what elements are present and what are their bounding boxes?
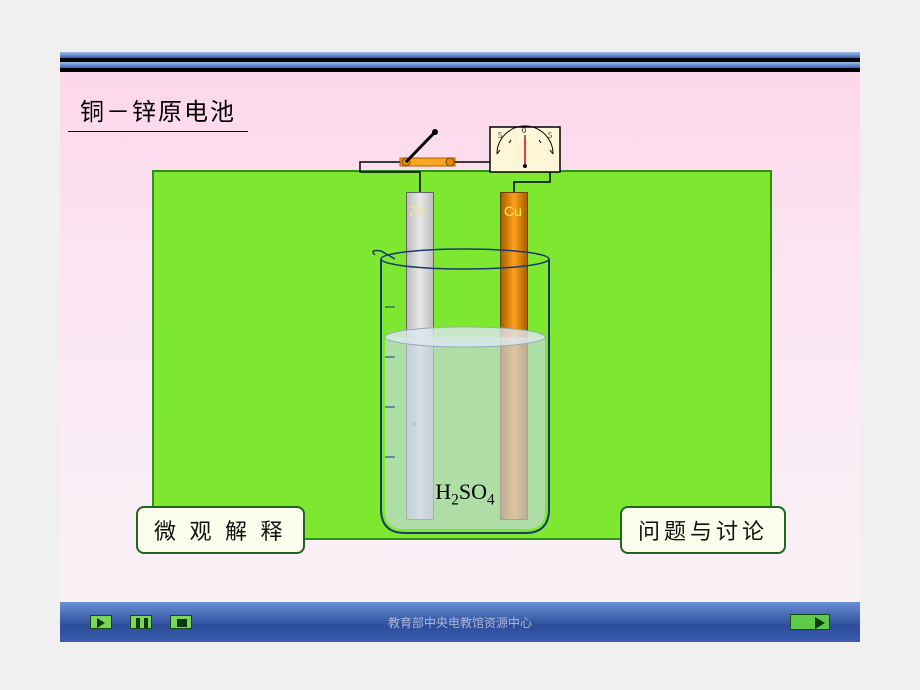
svg-text:5: 5 xyxy=(498,131,502,140)
micro-explanation-button[interactable]: 微 观 解 释 xyxy=(136,506,305,554)
footer-text: 教育部中央电教馆资源中心 xyxy=(388,614,532,631)
presentation-stage: 铜－锌原电池 xyxy=(60,52,860,642)
svg-text:0: 0 xyxy=(522,126,526,135)
beaker-container: H2SO4 xyxy=(365,247,565,537)
top-decoration-bars xyxy=(60,52,860,72)
svg-text:5: 5 xyxy=(548,131,552,140)
questions-discussion-button[interactable]: 问题与讨论 xyxy=(620,506,786,554)
circuit-wiring-icon: 5 0 5 xyxy=(60,122,860,272)
footer-bar: 教育部中央电教馆资源中心 xyxy=(60,602,860,642)
stop-button-icon[interactable] xyxy=(170,615,192,629)
playback-controls xyxy=(90,615,192,629)
pause-button-icon[interactable] xyxy=(130,615,152,629)
slide-main-area: 铜－锌原电池 xyxy=(60,72,860,602)
play-button-icon[interactable] xyxy=(90,615,112,629)
acid-formula-label: H2SO4 xyxy=(365,479,565,509)
exit-button-icon[interactable] xyxy=(790,614,830,630)
